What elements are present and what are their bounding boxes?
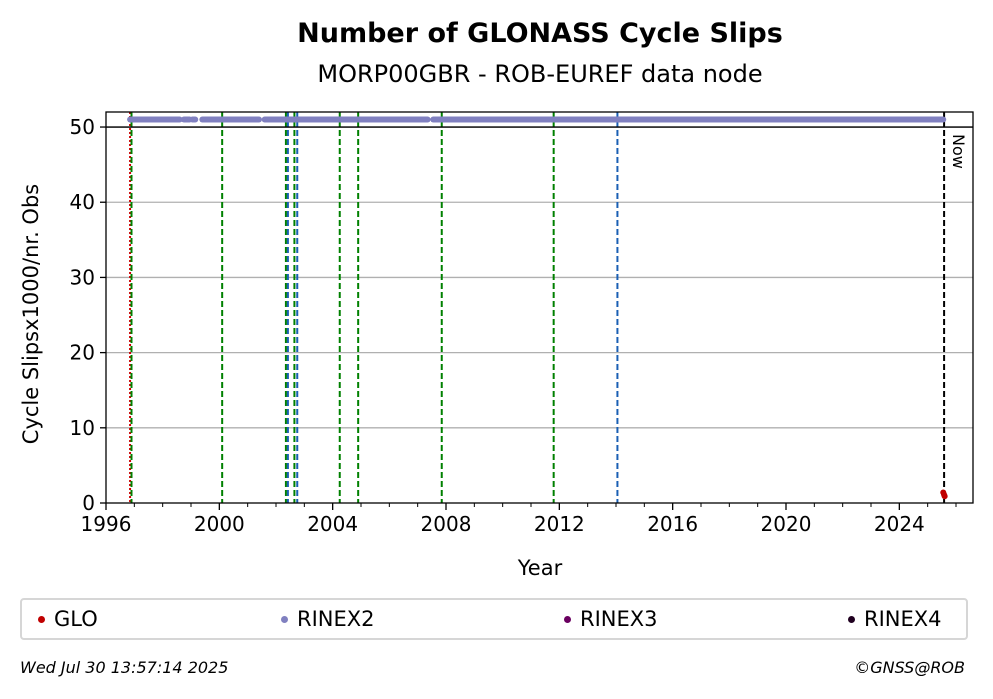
legend-label-rinex2: RINEX2	[297, 607, 375, 631]
x-tick-label-2020: 2020	[761, 512, 812, 536]
legend-item-rinex4: RINEX4	[848, 600, 942, 638]
legend-marker-glo	[38, 615, 45, 623]
chart-subtitle: MORP00GBR - ROB-EUREF data node	[317, 60, 762, 88]
x-tick-label-2000: 2000	[194, 512, 245, 536]
credit: ©GNSS@ROB	[854, 658, 965, 677]
x-tick-label-2024: 2024	[874, 512, 925, 536]
legend-item-rinex3: RINEX3	[564, 600, 658, 638]
x-tick-label-2016: 2016	[647, 512, 698, 536]
grid-layer	[106, 126, 973, 429]
chart-title: Number of GLONASS Cycle Slips	[297, 18, 783, 49]
y-tick-label-20: 20	[70, 341, 95, 365]
legend-item-glo: GLO	[38, 600, 98, 638]
legend-item-rinex2: RINEX2	[281, 600, 375, 638]
now-label: Now	[949, 134, 968, 169]
event-lines	[106, 112, 973, 503]
legend-label-rinex4: RINEX4	[864, 607, 942, 631]
legend-marker-rinex4	[848, 615, 855, 623]
legend-label-glo: GLO	[54, 607, 98, 631]
plot-frame	[105, 111, 974, 504]
x-tick-label-2004: 2004	[307, 512, 358, 536]
axis-layer: 0 10 20 30 40 50 1996 2000 2004 2008 2012 2016 2020 2…	[70, 115, 957, 536]
y-axis-label: Cycle Slipsx1000/nr. Obs	[19, 184, 43, 444]
chart: Number of GLONASS Cycle Slips MORP00GBR …	[19, 18, 974, 580]
y-tick-label-10: 10	[70, 416, 95, 440]
x-tick-label-1996: 1996	[81, 512, 132, 536]
legend: GLO RINEX2 RINEX3 RINEX4	[20, 598, 968, 640]
legend-marker-rinex2	[281, 615, 288, 623]
series-layer	[127, 116, 948, 500]
y-tick-label-50: 50	[70, 115, 95, 139]
legend-marker-rinex3	[564, 615, 571, 623]
y-tick-label-30: 30	[70, 265, 95, 289]
y-tick-label-0: 0	[82, 491, 95, 515]
y-tick-label-40: 40	[70, 190, 95, 214]
series-glo-point-2	[941, 493, 948, 500]
x-tick-label-2012: 2012	[534, 512, 585, 536]
legend-label-rinex3: RINEX3	[580, 607, 658, 631]
x-axis-label: Year	[517, 556, 563, 580]
timestamp: Wed Jul 30 13:57:14 2025	[20, 658, 229, 677]
x-tick-label-2008: 2008	[421, 512, 472, 536]
